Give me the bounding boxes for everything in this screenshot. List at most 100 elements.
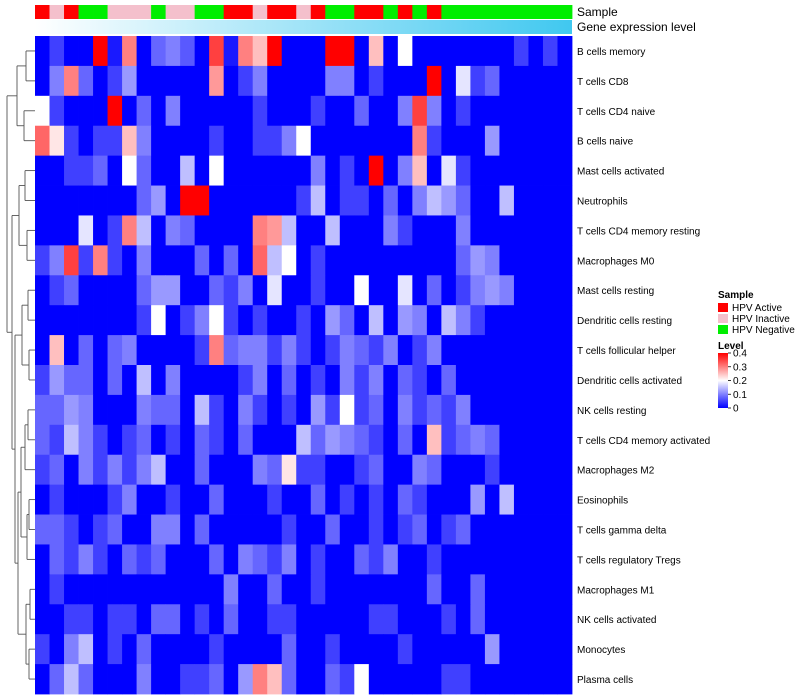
heatmap-cell (223, 454, 239, 486)
heatmap-cell (165, 574, 181, 605)
heatmap-cell (397, 335, 413, 366)
heatmap-cell (223, 484, 239, 515)
heatmap-cell (412, 484, 428, 515)
heatmap-cell (194, 215, 210, 246)
heatmap-cell (78, 365, 94, 396)
heatmap-cell (180, 604, 196, 635)
heatmap-cell (412, 215, 428, 246)
heatmap-cell (412, 424, 428, 456)
heatmap-cell (484, 544, 500, 575)
heatmap-cell (238, 544, 254, 575)
heatmap-cell (64, 305, 79, 336)
heatmap-cell (513, 454, 529, 486)
heatmap-cell (542, 185, 558, 216)
heatmap-cell (325, 65, 341, 97)
heatmap-cell (484, 514, 500, 545)
heatmap-cell (35, 185, 50, 216)
sample-annotation-cell (397, 5, 413, 19)
heatmap-cell (528, 454, 544, 486)
heatmap-cell (426, 155, 442, 186)
heatmap-cell (194, 305, 210, 336)
heatmap-cell (252, 365, 268, 396)
heatmap-cell (136, 664, 152, 695)
heatmap-cell (557, 634, 573, 665)
heatmap-cell (78, 125, 94, 157)
heatmap-cell (310, 245, 326, 276)
sample-annotation-cell (339, 5, 355, 19)
heatmap-cell (557, 275, 573, 306)
heatmap-cell (499, 65, 515, 97)
heatmap-cell (441, 245, 457, 276)
heatmap-cell (528, 95, 544, 127)
heatmap-cell (122, 125, 137, 157)
heatmap-cell (194, 484, 210, 515)
row-label: Mast cells activated (577, 167, 664, 178)
heatmap-cell (455, 155, 471, 186)
heatmap-cell (310, 424, 326, 456)
heatmap-cell (267, 574, 283, 605)
heatmap-cell (281, 155, 297, 186)
heatmap-cell (296, 664, 312, 695)
heatmap-cell (557, 215, 573, 246)
level-tick-labels: 0.4 0.3 0.2 0.1 0 (728, 349, 747, 415)
heatmap-cell (368, 394, 384, 426)
heatmap-cell (339, 484, 355, 515)
heatmap-cell (180, 544, 196, 575)
heatmap-cell (136, 365, 152, 396)
heatmap-cell (441, 634, 457, 665)
heatmap-cell (151, 275, 167, 306)
row-label: Macrophages M1 (577, 585, 655, 596)
heatmap-cell (557, 454, 573, 486)
heatmap-cell (325, 664, 341, 695)
heatmap-cell (238, 335, 254, 366)
heatmap-cell (499, 454, 515, 486)
heatmap-cell (122, 36, 137, 67)
heatmap-cell (209, 454, 225, 486)
heatmap-cell (122, 305, 137, 336)
heatmap-cell (78, 544, 94, 575)
heatmap-cell (455, 514, 471, 545)
heatmap-cell (107, 664, 123, 695)
heatmap-cell (310, 65, 326, 97)
heatmap-cell (180, 275, 196, 306)
heatmap-cell (528, 185, 544, 216)
heatmap-cell (165, 185, 181, 216)
heatmap-cell (513, 36, 529, 67)
heatmap-cell (542, 275, 558, 306)
heatmap-cell (441, 185, 457, 216)
heatmap-cell (281, 394, 297, 426)
heatmap-cell (499, 604, 515, 635)
sample-annotation-cell (557, 5, 573, 19)
heatmap-cell (267, 634, 283, 665)
heatmap-cell (542, 394, 558, 426)
heatmap-cell (470, 95, 486, 127)
heatmap-cell (354, 365, 370, 396)
heatmap-cell (310, 215, 326, 246)
heatmap-cell (93, 185, 108, 216)
heatmap-cell (136, 634, 152, 665)
row-label: Mast cells resting (577, 286, 654, 297)
heatmap-cell (180, 365, 196, 396)
heatmap-cell (397, 454, 413, 486)
heatmap-cell (441, 574, 457, 605)
legend-swatch (718, 314, 728, 323)
heatmap-cell (223, 424, 239, 456)
heatmap-cell (557, 365, 573, 396)
heatmap-cell (122, 95, 137, 127)
heatmap-cell (252, 574, 268, 605)
heatmap-cell (354, 514, 370, 545)
sample-annotation-cell (513, 5, 529, 19)
heatmap-cell (78, 574, 94, 605)
heatmap-cell (499, 484, 515, 515)
heatmap-cell (412, 574, 428, 605)
heatmap-cell (513, 155, 529, 186)
heatmap-cell (136, 544, 152, 575)
heatmap-cell (412, 604, 428, 635)
heatmap-cell (165, 335, 181, 366)
heatmap-cell (93, 95, 108, 127)
heatmap-cell (325, 544, 341, 575)
heatmap-cell (441, 215, 457, 246)
row-label: T cells follicular helper (577, 346, 676, 357)
heatmap-cell (470, 36, 486, 67)
